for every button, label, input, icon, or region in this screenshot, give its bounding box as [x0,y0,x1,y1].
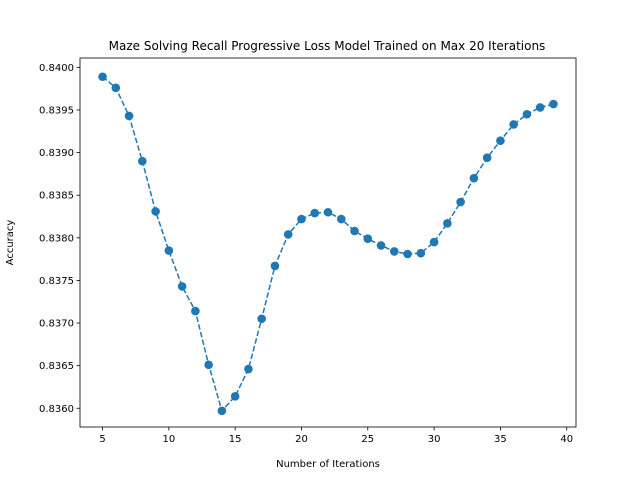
y-tick-label: 0.8375 [39,276,74,287]
y-tick-label: 0.8400 [39,63,74,74]
data-point [429,237,439,247]
data-point [151,207,160,216]
data-point [350,226,359,236]
data-point [98,72,107,82]
y-axis-label: Accuracy [5,220,16,266]
data-point [111,83,121,93]
data-point [376,241,386,250]
data-point [416,248,426,258]
data-point [469,173,479,183]
y-tick-label: 0.8365 [39,361,74,372]
x-tick-label: 35 [494,434,507,445]
data-point [456,197,465,207]
x-tick-label: 25 [361,434,374,445]
data-point [257,314,266,324]
chart-title: Maze Solving Recall Progressive Loss Mod… [109,39,546,53]
data-point [217,406,227,416]
data-point [177,282,187,291]
data-point [244,364,253,374]
data-point [509,120,518,129]
data-point [191,306,200,316]
data-point [390,247,399,256]
data-point [403,249,412,259]
y-tick-label: 0.8390 [39,148,74,159]
y-tick-label: 0.8385 [39,191,74,202]
x-tick-label: 10 [162,434,175,445]
x-tick-label: 20 [295,434,308,445]
data-point [323,207,333,217]
plot-frame [79,57,577,428]
data-point [522,109,532,119]
x-tick-label: 5 [99,434,105,445]
y-tick-label: 0.8380 [39,233,74,244]
data-point [549,99,558,109]
data-point [138,156,147,166]
data-point [124,111,134,121]
data-point [363,234,373,243]
y-tick-label: 0.8395 [39,105,74,116]
data-point [204,360,213,370]
data-point [283,230,293,239]
data-point [297,214,306,224]
data-point [496,136,505,145]
data-point [230,392,240,401]
y-tick-label: 0.8370 [39,319,74,330]
data-point [443,219,452,228]
x-axis-label: Number of Iterations [276,459,380,470]
plot-area [80,58,576,427]
data-point [336,214,346,224]
y-tick-label: 0.8360 [39,404,74,415]
data-point [270,261,280,271]
data-point [482,153,492,163]
x-tick-label: 30 [428,434,441,445]
data-point [164,246,174,255]
data-point [310,208,320,218]
x-tick-label: 15 [229,434,242,445]
x-tick-label: 40 [560,434,573,445]
data-point [535,103,545,112]
